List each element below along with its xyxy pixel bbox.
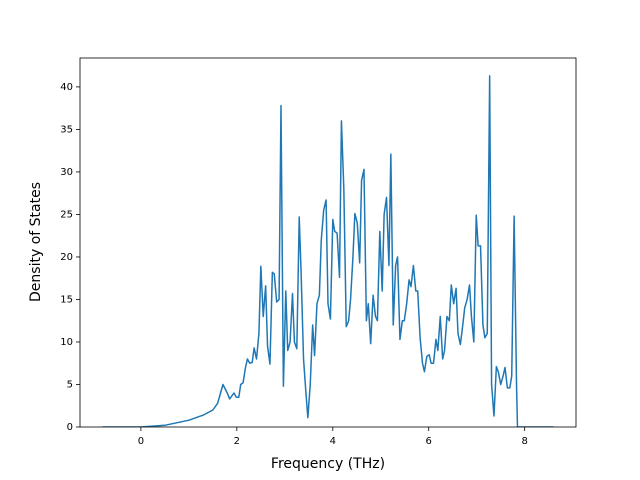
y-tick-label: 10 — [60, 337, 73, 348]
x-tick-label: 0 — [138, 436, 144, 447]
y-tick-label: 30 — [60, 167, 73, 178]
x-tick-label: 4 — [330, 436, 336, 447]
x-axis-label: Frequency (THz) — [271, 456, 385, 472]
x-tick-label: 2 — [234, 436, 240, 447]
y-tick-label: 0 — [67, 422, 73, 433]
y-tick-label: 35 — [60, 124, 73, 135]
y-tick-label: 25 — [60, 209, 73, 220]
y-tick-label: 5 — [67, 379, 73, 390]
x-tick-label: 8 — [521, 436, 527, 447]
y-tick-label: 40 — [60, 82, 73, 93]
dos-line — [102, 75, 554, 427]
plot-frame — [79, 57, 577, 428]
x-tick-label: 6 — [426, 436, 432, 447]
y-tick-label: 15 — [60, 294, 73, 305]
y-tick-label: 20 — [60, 252, 73, 263]
y-axis-label: Density of States — [28, 182, 44, 302]
